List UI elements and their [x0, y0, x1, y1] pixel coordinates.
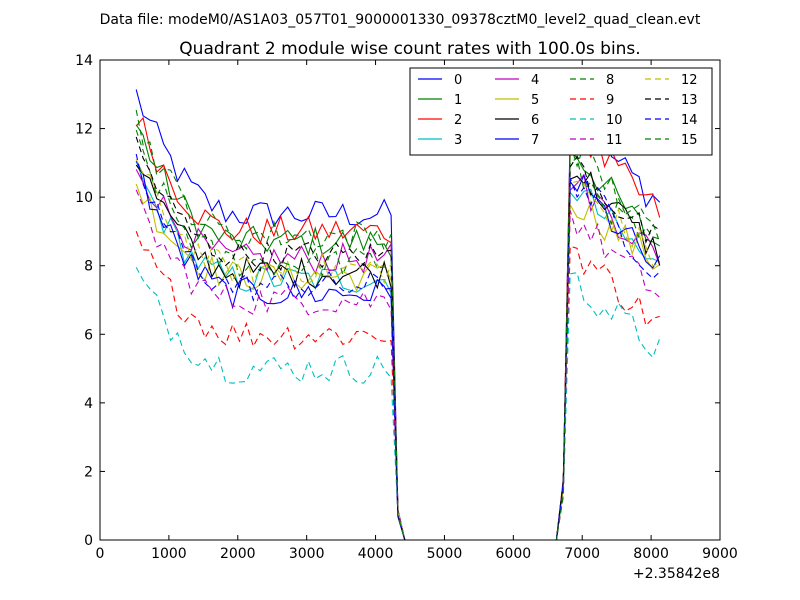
- y-tick-label: 8: [84, 259, 93, 275]
- x-tick-label: 8000: [633, 546, 669, 562]
- chart-title: Quadrant 2 module wise count rates with …: [179, 39, 640, 59]
- y-tick-label: 10: [75, 190, 93, 206]
- x-tick-label: 0: [96, 546, 105, 562]
- legend-box: [409, 67, 713, 156]
- y-tick-label: 12: [75, 122, 93, 138]
- series-line-15: [135, 109, 661, 541]
- legend-label-7: 7: [531, 133, 539, 148]
- y-tick-label: 6: [84, 327, 93, 343]
- series-line-13: [135, 136, 660, 541]
- x-tick-label: 6000: [496, 546, 532, 562]
- series-layer: [135, 89, 661, 541]
- series-line-11: [135, 189, 661, 541]
- legend-label-12: 12: [681, 73, 698, 88]
- legend-label-13: 13: [681, 93, 698, 108]
- y-tick-label: 4: [84, 396, 93, 412]
- legend-label-2: 2: [454, 113, 462, 128]
- legend-label-1: 1: [454, 93, 462, 108]
- series-line-12: [135, 158, 660, 541]
- legend-label-6: 6: [531, 113, 539, 128]
- y-tick-label: 0: [84, 533, 93, 549]
- series-line-5: [135, 183, 661, 541]
- legend-label-9: 9: [606, 93, 614, 108]
- x-tick-label: 2000: [220, 546, 256, 562]
- x-tick-label: 1000: [151, 546, 187, 562]
- legend-label-5: 5: [531, 93, 539, 108]
- x-tick-label: 4000: [358, 546, 394, 562]
- x-tick-label: 9000: [702, 546, 738, 562]
- series-line-8: [135, 129, 660, 541]
- chart-suptitle: Data file: modeM0/AS1A03_057T01_90000013…: [100, 12, 701, 28]
- series-line-4: [135, 169, 661, 541]
- x-tick-label: 7000: [564, 546, 600, 562]
- legend-label-11: 11: [606, 133, 623, 148]
- tick-layer: 0 1000 2000 3000 4000 5000 6000 7000 8000 9000 0 2 4…: [75, 53, 738, 562]
- x-tick-label: 5000: [427, 546, 463, 562]
- legend-label-14: 14: [681, 113, 698, 128]
- x-offset-label: +2.35842e8: [633, 566, 720, 582]
- series-line-6: [135, 164, 661, 541]
- x-tick-label: 3000: [289, 546, 325, 562]
- legend-label-8: 8: [606, 73, 614, 88]
- legend-label-10: 10: [606, 113, 623, 128]
- legend-label-4: 4: [531, 73, 539, 88]
- y-tick-label: 2: [84, 464, 93, 480]
- legend-label-0: 0: [454, 73, 462, 88]
- series-line-1: [135, 124, 660, 541]
- y-tick-label: 14: [75, 53, 93, 69]
- legend-label-15: 15: [681, 133, 698, 148]
- series-line-0: [135, 89, 661, 541]
- plot-frame: [99, 59, 721, 541]
- legend-label-3: 3: [454, 133, 462, 148]
- series-line-14: [135, 153, 661, 541]
